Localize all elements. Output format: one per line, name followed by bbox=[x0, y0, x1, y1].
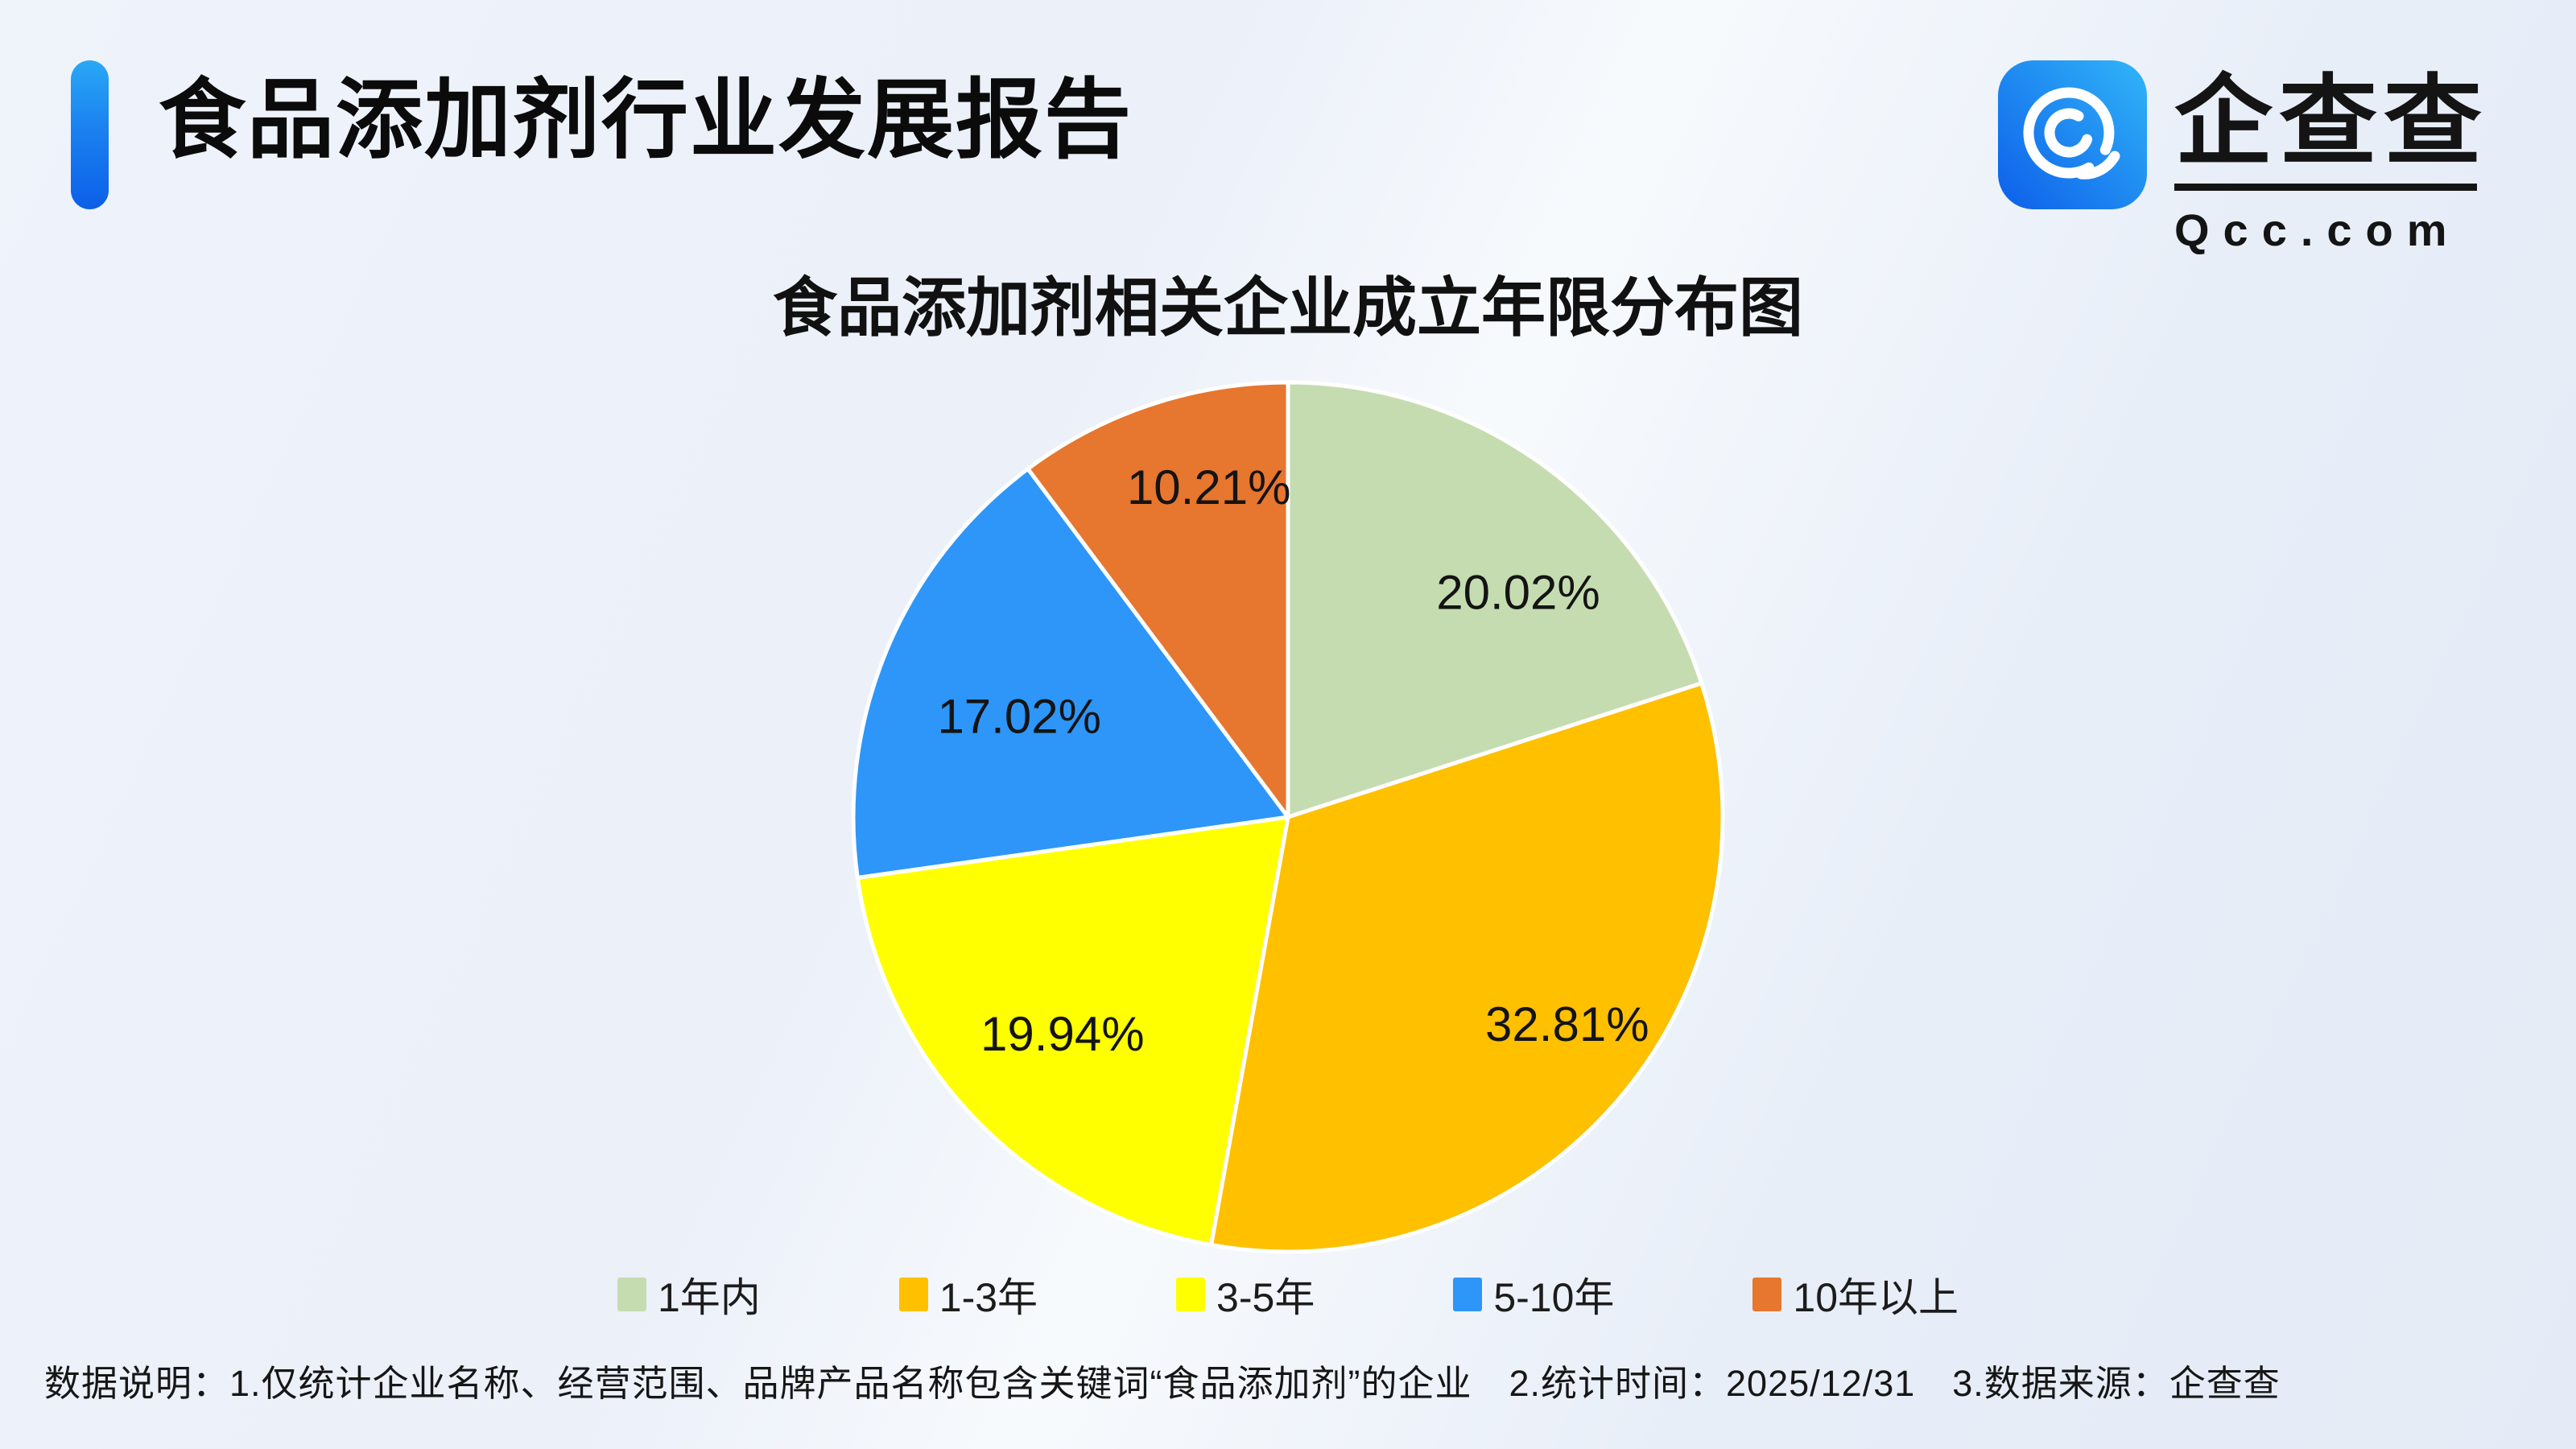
pie-slice-value-label: 20.02% bbox=[1436, 565, 1600, 619]
chart-legend: 1年内 1-3年 3-5年 5-10年 10年以上 bbox=[0, 1265, 2576, 1323]
pie-slice-value-label: 32.81% bbox=[1485, 997, 1649, 1051]
legend-label: 1年内 bbox=[657, 1275, 761, 1320]
legend-swatch bbox=[1176, 1278, 1206, 1311]
brand-underline bbox=[2174, 183, 2477, 191]
legend-item-5-10年: 5-10年 bbox=[1453, 1265, 1614, 1323]
header-accent-bar bbox=[71, 60, 109, 209]
pie-slice-value-label: 10.21% bbox=[1127, 460, 1291, 514]
pie-slice-3-5年 bbox=[855, 815, 1290, 1247]
pie-slice-1-3年 bbox=[1209, 681, 1725, 1254]
pie-slice-10年以上 bbox=[1026, 380, 1290, 819]
legend-item-10年以上: 10年以上 bbox=[1752, 1265, 1959, 1323]
legend-item-1年内: 1年内 bbox=[617, 1265, 761, 1323]
legend-label: 5-10年 bbox=[1493, 1275, 1615, 1320]
legend-swatch bbox=[1453, 1278, 1483, 1311]
pie-slice-1年内 bbox=[1286, 380, 1704, 819]
brand-text: 企查查 Qcc.com bbox=[2174, 67, 2488, 256]
qcc-logo-icon bbox=[1998, 60, 2147, 209]
legend-label: 10年以上 bbox=[1793, 1275, 1959, 1320]
chart-title: 食品添加剂相关企业成立年限分布图 bbox=[773, 272, 1803, 344]
legend-item-3-5年: 3-5年 bbox=[1176, 1265, 1315, 1323]
pie-slice-5-10年 bbox=[851, 466, 1290, 880]
qcc-brand: 企查查 Qcc.com bbox=[1998, 60, 2488, 256]
data-notes: 数据说明：1.仅统计企业名称、经营范围、品牌产品名称包含关键词“食品添加剂”的企… bbox=[44, 1363, 2281, 1404]
brand-domain: Qcc.com bbox=[2174, 204, 2461, 255]
report-title: 食品添加剂行业发展报告 bbox=[159, 71, 1133, 168]
legend-swatch bbox=[1752, 1278, 1782, 1311]
legend-label: 3-5年 bbox=[1216, 1275, 1315, 1320]
legend-item-1-3年: 1-3年 bbox=[898, 1265, 1038, 1323]
legend-label: 1-3年 bbox=[939, 1275, 1038, 1320]
pie-slice-value-label: 19.94% bbox=[980, 1007, 1145, 1061]
legend-swatch bbox=[898, 1278, 928, 1311]
pie-slice-value-label: 17.02% bbox=[937, 690, 1101, 744]
brand-name: 企查查 bbox=[2174, 67, 2488, 176]
legend-swatch bbox=[617, 1278, 646, 1311]
